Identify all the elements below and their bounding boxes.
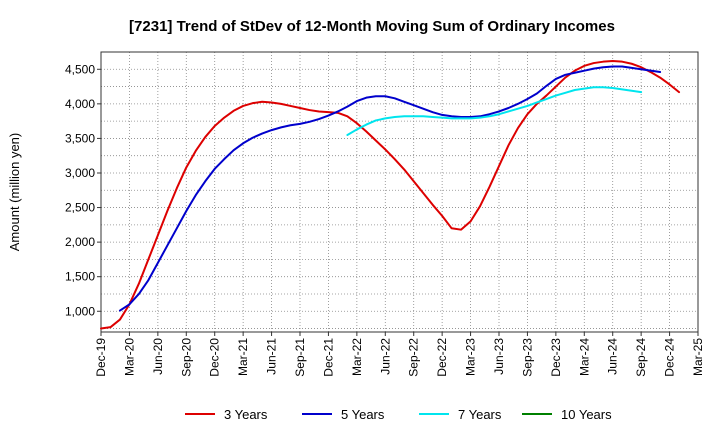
grid bbox=[100, 52, 699, 332]
x-tick-label: Sep-20 bbox=[179, 338, 193, 377]
x-tick-label: Mar-24 bbox=[577, 338, 591, 376]
y-tick-label: 4,500 bbox=[65, 62, 95, 76]
x-tick-label: Dec-22 bbox=[435, 338, 449, 377]
series-line-3-years bbox=[100, 59, 681, 330]
x-tick-label: Jun-23 bbox=[492, 338, 506, 375]
x-axis: Dec-19 Mar-20 Jun-20 Sep-20 Dec-20 Mar-21 Jun-… bbox=[94, 332, 705, 377]
x-tick-label: Jun-22 bbox=[378, 338, 392, 375]
y-tick-label: 1,000 bbox=[65, 304, 95, 318]
x-tick-label: Jun-24 bbox=[606, 338, 620, 375]
y-tick-label: 2,500 bbox=[65, 201, 95, 215]
x-tick-label: Jun-21 bbox=[265, 338, 279, 375]
legend-label-10-years: 10 Years bbox=[561, 407, 612, 422]
plot-area bbox=[100, 51, 699, 333]
legend: 3 Years 5 Years 7 Years 10 Years bbox=[185, 407, 612, 422]
x-tick-label: Dec-24 bbox=[663, 338, 677, 377]
x-tick-label: Mar-22 bbox=[350, 338, 364, 376]
x-tick-label: Dec-23 bbox=[549, 338, 563, 377]
y-tick-label: 1,500 bbox=[65, 270, 95, 284]
legend-label-7-years: 7 Years bbox=[458, 407, 502, 422]
x-tick-label: Mar-25 bbox=[691, 338, 705, 376]
x-tick-label: Dec-19 bbox=[94, 338, 108, 377]
series-group bbox=[100, 59, 681, 330]
chart-title: [7231] Trend of StDev of 12-Month Moving… bbox=[129, 18, 615, 35]
x-tick-label: Dec-20 bbox=[208, 338, 222, 377]
y-tick-label: 4,000 bbox=[65, 97, 95, 111]
y-axis: 1,000 1,500 2,000 2,500 3,000 3,500 4,000 4,500 bbox=[65, 62, 101, 318]
legend-label-5-years: 5 Years bbox=[341, 407, 385, 422]
x-tick-label: Mar-20 bbox=[122, 338, 136, 376]
series-line-7-years bbox=[346, 86, 643, 136]
x-tick-label: Mar-21 bbox=[236, 338, 250, 376]
x-tick-label: Sep-23 bbox=[520, 338, 534, 377]
x-tick-label: Sep-21 bbox=[293, 338, 307, 377]
legend-label-3-years: 3 Years bbox=[224, 407, 268, 422]
series-line-5-years bbox=[118, 65, 662, 312]
x-tick-label: Dec-21 bbox=[321, 338, 335, 377]
y-tick-label: 3,500 bbox=[65, 131, 95, 145]
x-tick-label: Sep-22 bbox=[407, 338, 421, 377]
x-tick-label: Mar-23 bbox=[464, 338, 478, 376]
y-tick-label: 3,000 bbox=[65, 166, 95, 180]
y-tick-label: 2,000 bbox=[65, 235, 95, 249]
x-tick-label: Sep-24 bbox=[634, 338, 648, 377]
y-axis-label: Amount (million yen) bbox=[7, 133, 22, 252]
x-tick-label: Jun-20 bbox=[151, 338, 165, 375]
